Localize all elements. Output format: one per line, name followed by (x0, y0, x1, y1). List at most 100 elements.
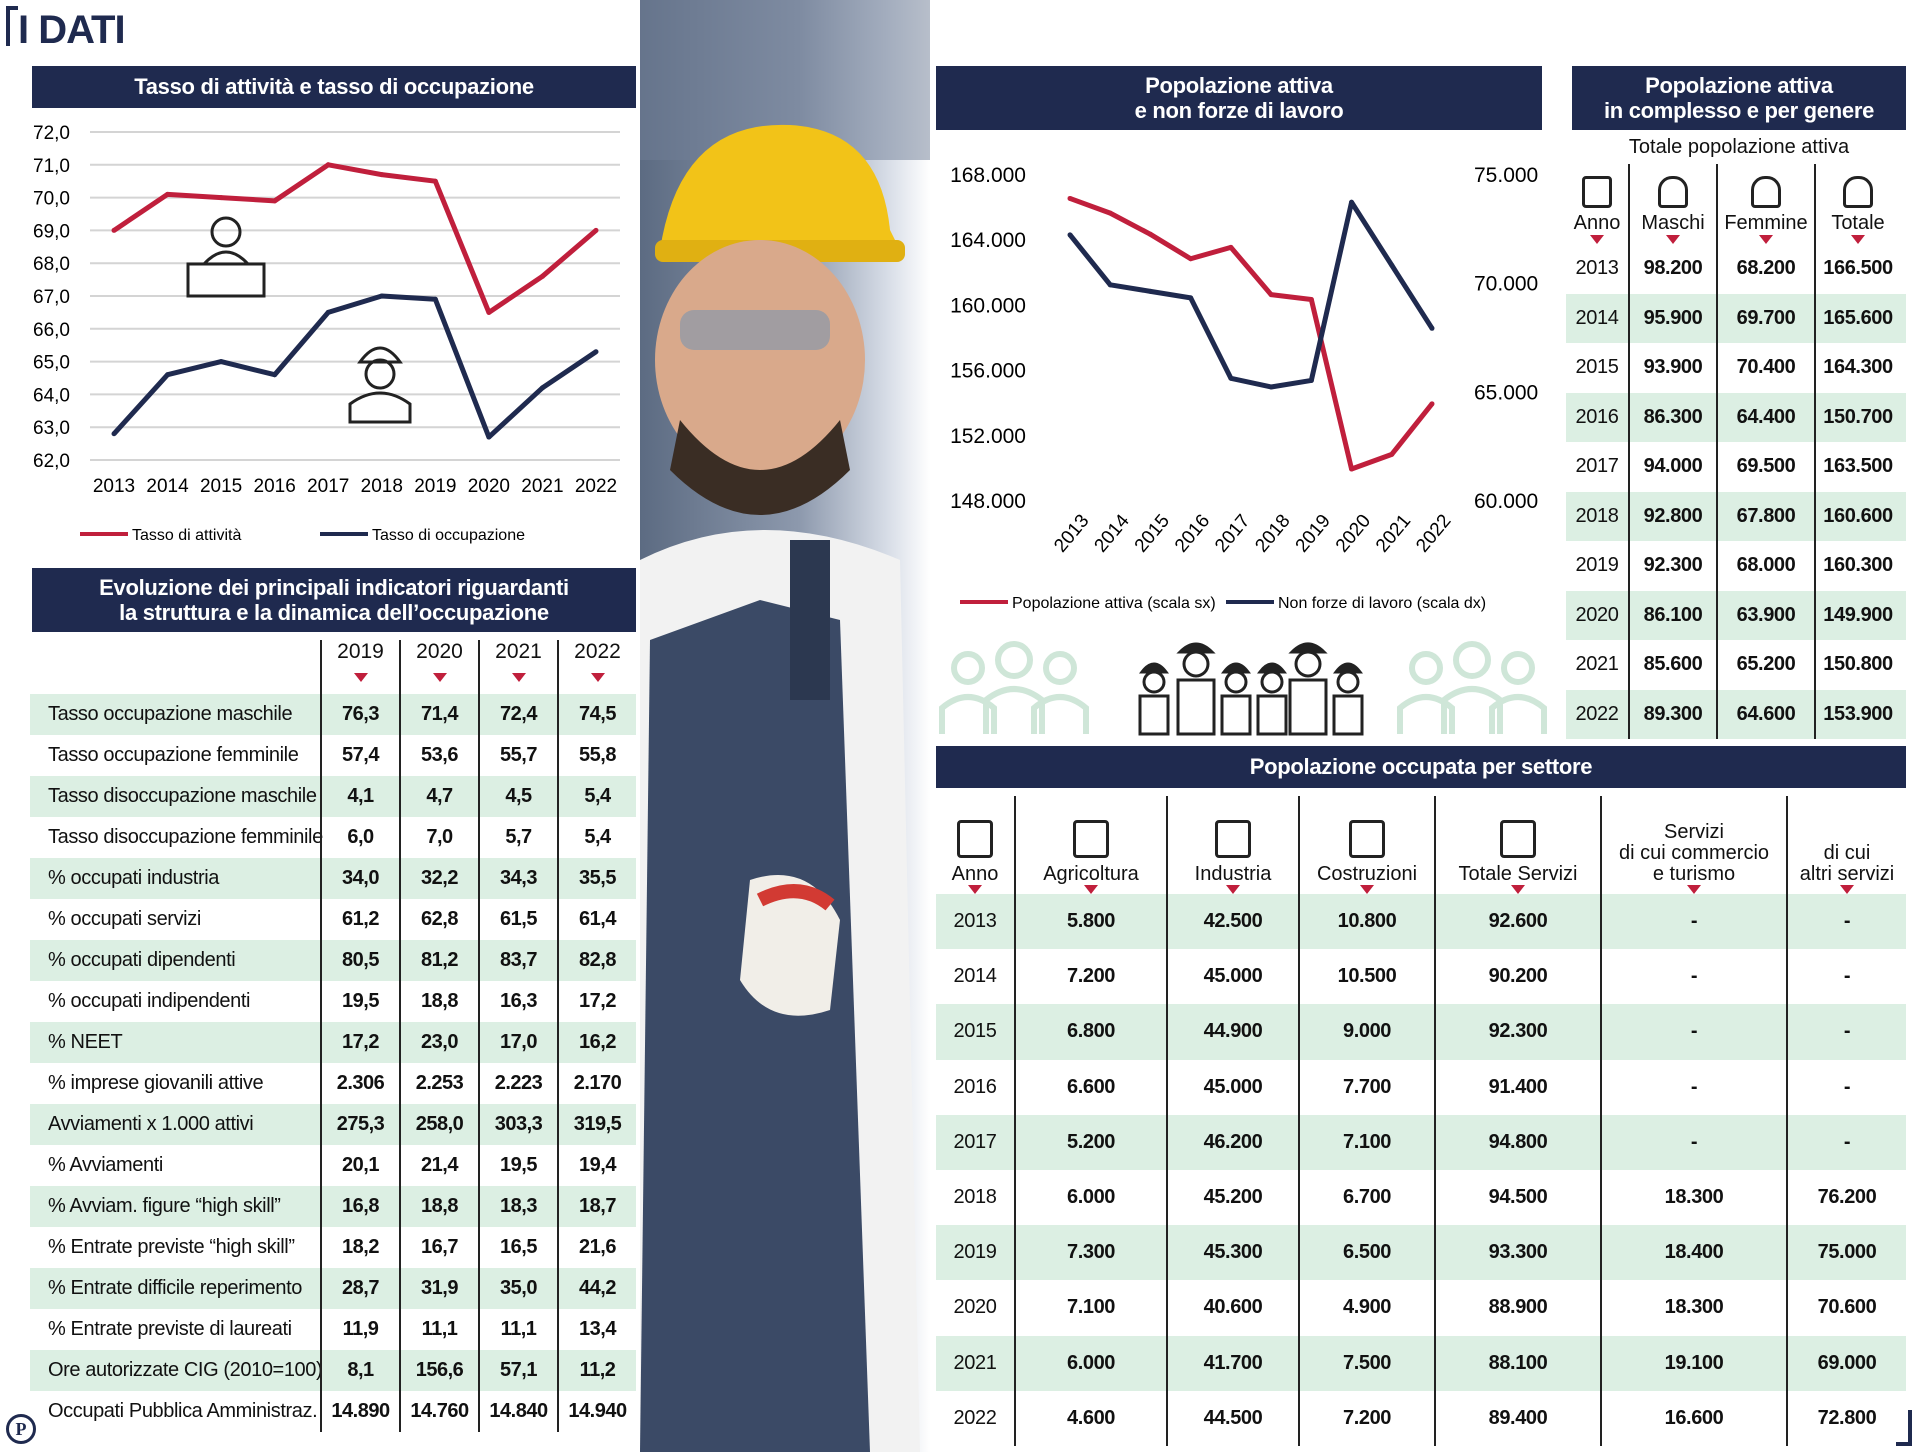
sector-cell: 2018 (953, 1186, 997, 1209)
chart2-ytick-right: 60.000 (1474, 490, 1538, 513)
sector-title: Popolazione occupata per settore (1249, 754, 1593, 780)
chart2-point (1147, 288, 1153, 294)
sector-cell: 4.900 (1298, 1280, 1434, 1336)
indicators-cell: 11,9 (320, 1309, 399, 1350)
table-row: % occupati dipendenti 80,5 81,2 83,7 82,8 (30, 940, 636, 981)
sector-cell: 72.800 (1786, 1390, 1906, 1446)
chart2-legend-label: Non forze di lavoro (scala dx) (1278, 595, 1486, 612)
indicators-cell: 4,5 (478, 776, 557, 817)
tractor-icon (1073, 820, 1109, 858)
indicators-title-line-2: la struttura e la dinamica dell’occupazi… (119, 600, 549, 625)
office-worker-body (202, 250, 250, 266)
indicators-cell: 275,3 (320, 1104, 399, 1145)
indicators-cell: 18,3 (478, 1186, 557, 1227)
sector-header-cell: Agricoltura (1014, 796, 1166, 894)
table-row: 2015 6.800 44.900 9.000 92.300- - (936, 1004, 1906, 1060)
sector-cell: 88.100 (1434, 1335, 1600, 1391)
chart2-title-line-2: e non forze di lavoro (1134, 98, 1344, 123)
sector-header-cell: di cui altri servizi (1786, 796, 1906, 894)
table-row: 2013 5.800 42.500 10.800 92.600- - (936, 894, 1906, 950)
indicators-row-label: Tasso disoccupazione femminile (48, 826, 323, 848)
indicators-cell: 55,7 (478, 735, 557, 776)
indicators-cell: 57,1 (478, 1350, 557, 1391)
table-row: 2018 6.000 45.200 6.700 94.500 18.300 76.200 (936, 1169, 1906, 1226)
indicators-cell: 82,8 (557, 940, 636, 981)
sector-header-label: Agricoltura (1043, 863, 1139, 885)
sector-header-label: e turismo (1652, 863, 1736, 885)
chart1-point (486, 309, 492, 315)
chart2-point (1429, 401, 1435, 407)
factory-icon (1215, 820, 1251, 858)
chart1-xtick-label: 2016 (254, 476, 296, 497)
indicators-cell: 61,5 (478, 899, 557, 940)
chart1-point (111, 431, 117, 437)
office-worker-icon (186, 216, 266, 298)
gender-cell: 93.900 (1628, 343, 1716, 393)
indicators-cell: 2.306 (320, 1063, 399, 1104)
chart2-ytick-left: 156.000 (950, 360, 1026, 383)
table-row: 2017 5.200 46.200 7.100 94.800- - (936, 1114, 1906, 1170)
chart2-point (1188, 295, 1194, 301)
chart2-xtick-label: 2016 (1171, 511, 1214, 557)
chart1-point (432, 296, 438, 302)
gender-cell: 86.300 (1628, 392, 1716, 442)
table-row: 2015 93.900 70.400 164.300 (1566, 343, 1906, 393)
chart2-point (1228, 375, 1234, 381)
table-row: % occupati industria 34,0 32,2 34,3 35,5 (30, 858, 636, 899)
chart2-ytick-right: 75.000 (1474, 164, 1538, 187)
office-worker-desk (186, 262, 266, 298)
gender-cell: 2017 (1575, 455, 1619, 478)
table-row: % Entrate previste di laureati 11,9 11,1 11… (30, 1309, 636, 1350)
indicators-row-label: % occupati servizi (48, 908, 201, 930)
gender-header-cell: Anno (1566, 164, 1628, 244)
sector-cell: 18.300 (1600, 1280, 1786, 1336)
table-row: Occupati Pubblica Amministraz. 14.890 14.7… (30, 1391, 636, 1432)
indicators-table: 2019 2020 2021 2022 Tasso occupazione maschi… (30, 640, 636, 1432)
chart1-point (325, 309, 331, 315)
gender-header-label: Maschi (1641, 212, 1705, 234)
chart1-svg: 62,0 63,0 64,0 65,0 66,0 67,0 68,0 69,0 70,0 71,0… (33, 123, 620, 544)
gender-cell: 160.300 (1814, 541, 1900, 591)
indicators-cell: 14.940 (557, 1391, 636, 1432)
indicators-row-label: Tasso occupazione maschile (48, 703, 293, 725)
builder-worker-icon (348, 346, 412, 424)
chart2-point (1067, 232, 1073, 238)
table-row: % Avviam. figure “high skill” 16,8 18,8 18,… (30, 1186, 636, 1227)
sector-cell: 45.000 (1166, 1059, 1298, 1115)
indicators-cell: 18,7 (557, 1186, 636, 1227)
sector-header-label: di cui commercio (1618, 842, 1770, 864)
gender-cell: 68.000 (1716, 541, 1814, 591)
sector-cell: 69.000 (1786, 1335, 1906, 1391)
indicators-header-row: 2019 2020 2021 2022 (30, 640, 636, 694)
indicators-cell: 18,8 (399, 1186, 478, 1227)
indicators-cell: 53,6 (399, 735, 478, 776)
indicators-row-label: % NEET (48, 1031, 123, 1053)
indicators-cell: 31,9 (399, 1268, 478, 1309)
sector-cell: 16.600 (1600, 1390, 1786, 1446)
gender-cell: 69.500 (1716, 442, 1814, 492)
sector-cell: 75.000 (1786, 1225, 1906, 1281)
sector-cell: 2017 (953, 1130, 997, 1153)
indicators-cell: 2.253 (399, 1063, 478, 1104)
chart2-xtick-label: 2014 (1091, 510, 1135, 556)
indicators-cell: 16,2 (557, 1022, 636, 1063)
chart1-title: Tasso di attività e tasso di occupazione (134, 74, 534, 100)
sector-cell: 7.200 (1014, 949, 1166, 1005)
chart1-ytick-label: 63,0 (33, 418, 70, 439)
sector-header-label: Industria (1194, 863, 1272, 885)
gender-cell: 160.600 (1814, 491, 1900, 541)
chart1-ytick-label: 70,0 (33, 189, 70, 210)
indicators-cell: 81,2 (399, 940, 478, 981)
sector-cell: - (1600, 1114, 1786, 1170)
chart2-ytick-left: 148.000 (950, 490, 1026, 513)
indicators-header-year: 2020 (399, 640, 478, 694)
sector-cell: 7.100 (1014, 1280, 1166, 1336)
chart2-title-line-1: Popolazione attiva (1145, 72, 1333, 98)
chart1-point (432, 178, 438, 184)
sector-cell: 6.700 (1298, 1169, 1434, 1226)
builder-body (348, 391, 412, 424)
table-row: % occupati indipendenti 19,5 18,8 16,3 17,2 (30, 981, 636, 1022)
sector-header-cell: Servizi di cui commercio e turismo (1600, 796, 1786, 894)
chart1-xtick-label: 2019 (414, 476, 456, 497)
gender-title-line-2: in complesso e per genere (1603, 98, 1875, 123)
